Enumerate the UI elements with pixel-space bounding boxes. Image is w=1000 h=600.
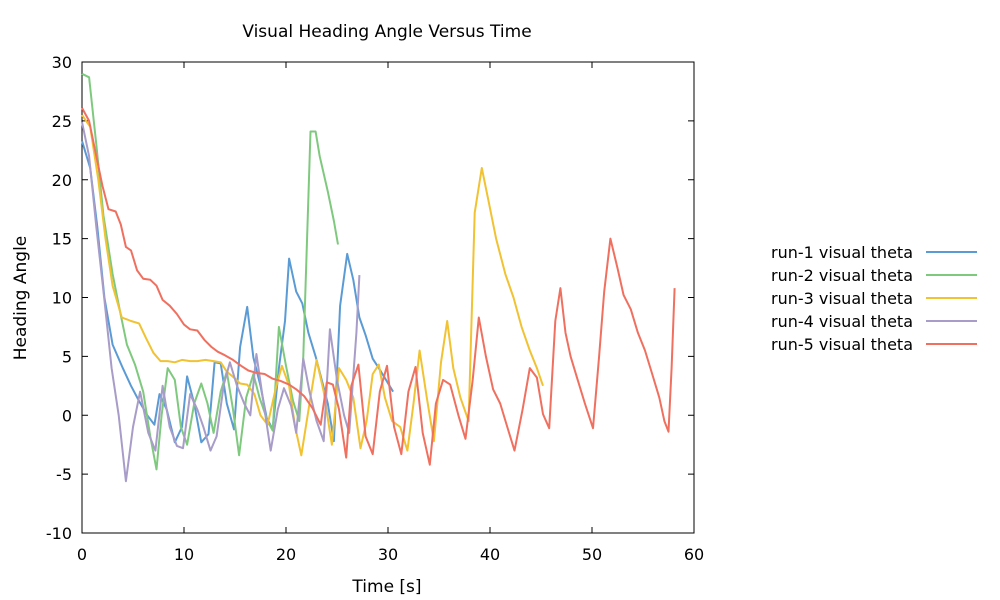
series-line-run-1 bbox=[81, 140, 394, 444]
y-tick-label: 0 bbox=[62, 406, 72, 425]
y-tick-label: -5 bbox=[56, 465, 72, 484]
y-tick-label: 10 bbox=[52, 289, 72, 308]
legend-label-run-5: run-5 visual theta bbox=[771, 335, 913, 354]
legend-label-run-4: run-4 visual theta bbox=[771, 312, 913, 331]
x-tick-label: 10 bbox=[174, 545, 194, 564]
x-tick-label: 60 bbox=[684, 545, 704, 564]
x-tick-label: 30 bbox=[378, 545, 398, 564]
legend-label-run-1: run-1 visual theta bbox=[771, 243, 913, 262]
legend-label-run-3: run-3 visual theta bbox=[771, 289, 913, 308]
y-axis: -10 -5 0 5 10 15 20 25 30 bbox=[46, 53, 694, 543]
series-line-run-3 bbox=[81, 114, 544, 457]
legend: run-1 visual theta run-2 visual theta run-… bbox=[771, 243, 977, 354]
y-tick-label: -10 bbox=[46, 524, 72, 543]
x-axis-label: Time [s] bbox=[351, 577, 421, 597]
chart-title: Visual Heading Angle Versus Time bbox=[242, 22, 531, 42]
y-tick-label: 25 bbox=[52, 112, 72, 131]
x-tick-label: 0 bbox=[77, 545, 87, 564]
plot-border bbox=[81, 61, 695, 534]
x-tick-label: 50 bbox=[582, 545, 602, 564]
y-tick-label: 20 bbox=[52, 171, 72, 190]
y-tick-label: 5 bbox=[62, 347, 72, 366]
x-tick-label: 40 bbox=[480, 545, 500, 564]
x-tick-label: 20 bbox=[276, 545, 296, 564]
series-line-run-5 bbox=[81, 107, 676, 466]
y-tick-label: 15 bbox=[52, 230, 72, 249]
series-group bbox=[81, 72, 676, 483]
legend-label-run-2: run-2 visual theta bbox=[771, 266, 913, 285]
y-tick-label: 30 bbox=[52, 53, 72, 72]
y-axis-label: Heading Angle bbox=[11, 236, 31, 361]
series-line-run-4 bbox=[81, 121, 361, 483]
x-axis: 0 10 20 30 40 50 60 bbox=[77, 62, 704, 564]
plot-frame bbox=[81, 61, 695, 534]
